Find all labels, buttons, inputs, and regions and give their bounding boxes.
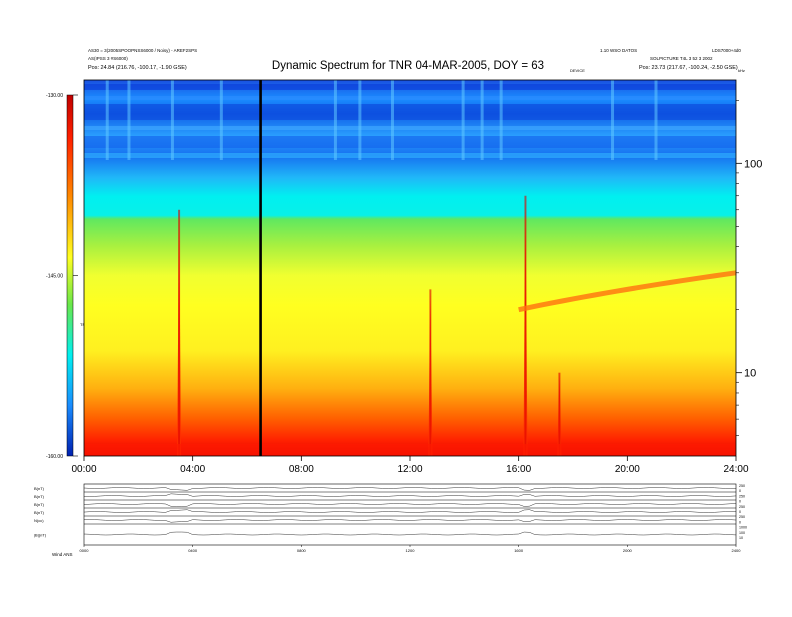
- header-right-small: kHz: [738, 68, 745, 73]
- x-tick-label: 08:00: [289, 464, 314, 475]
- subpanel-x-tick-label: 2400: [732, 548, 742, 553]
- footer-label: Wind ANS: [52, 552, 73, 557]
- x-tick-label: 04:00: [180, 464, 205, 475]
- subpanel-stack: B(nT)B(nT)B(nT)B(nT)N(cc)|B|(nT)25002500…: [34, 483, 747, 553]
- subpanel-label: B(nT): [34, 486, 45, 491]
- subpanel-x-tick-label: 0400: [188, 548, 198, 553]
- burst-core: [429, 289, 432, 456]
- subpanel-right-tick: 100: [739, 531, 745, 535]
- spectrum-stripe: [84, 104, 736, 120]
- subpanel-right-tick: 0: [739, 510, 741, 514]
- spectrum-stripe: [84, 126, 736, 130]
- burst-core: [178, 209, 181, 456]
- colorbar-tick-label: -130.00: [46, 93, 63, 99]
- spectrum-column: [358, 80, 362, 160]
- burst-core: [524, 195, 527, 456]
- chart-title: Dynamic Spectrum for TNR 04-MAR-2005, DO…: [272, 60, 544, 72]
- subpanel-label: B(nT): [34, 494, 45, 499]
- subpanel-label: |B|(nT): [34, 533, 47, 538]
- subpanel-x-tick-label: 1600: [514, 548, 524, 553]
- subpanel-label: B(nT): [34, 510, 45, 515]
- subpanel-x-tick-label: 1200: [406, 548, 416, 553]
- subpanel-right-tick: 10: [739, 536, 743, 540]
- spectrum-stripe: [84, 153, 736, 158]
- subpanel-label: B(nT): [34, 502, 45, 507]
- spectrum-column: [219, 80, 223, 160]
- spectrum-column: [105, 80, 109, 160]
- header-right-line1: 1.10 WSO DATOS: [600, 48, 637, 53]
- subpanel-x-tick-label: 0800: [297, 548, 307, 553]
- subpanel-right-tick: 0: [739, 520, 741, 524]
- spectrum-column: [654, 80, 658, 160]
- emission-band: [518, 270, 737, 313]
- spectrum-stripe: [84, 136, 736, 148]
- header-left-line2: AS(IPSS 3 #S6000): [88, 56, 128, 61]
- colorbar-tick-label: -145.00: [46, 274, 63, 280]
- spectrum-column: [611, 80, 615, 160]
- emission-band-line: [518, 270, 737, 313]
- spectrum-stripe: [84, 84, 736, 90]
- subpanel-right-tick: 250: [739, 494, 745, 498]
- spectrum-column: [499, 80, 503, 160]
- subpanel-label: N(cc): [34, 518, 44, 523]
- subpanel-right-tick: 250: [739, 505, 745, 509]
- subpanel-trace: [83, 519, 737, 523]
- subpanel-x-tick-label: 0000: [80, 548, 90, 553]
- x-tick-label: 00:00: [71, 464, 96, 475]
- x-axis: 00:00 04:00 08:00 12:00 16:00 20:00 24:00: [71, 456, 749, 475]
- x-tick-label: 24:00: [723, 464, 748, 475]
- header-right-line2: SOLPICTURE T4L 3 52 3 2002: [650, 56, 713, 61]
- subpanel-x-tick-label: 2000: [623, 548, 633, 553]
- spectrogram-bursts: [84, 195, 736, 456]
- spectrum-column: [390, 80, 394, 160]
- subpanel-right-tick: 0: [739, 489, 741, 493]
- spectrogram: [83, 79, 737, 457]
- header-center-small: DEVICE: [570, 68, 585, 73]
- spectrum-column: [461, 80, 465, 160]
- subpanel-trace: [83, 509, 737, 513]
- spectrum-stripe: [84, 96, 736, 100]
- burst-core: [558, 372, 561, 456]
- x-tick-label: 16:00: [506, 464, 531, 475]
- subpanel-trace: [83, 531, 737, 536]
- subpanel-trace: [83, 503, 737, 507]
- subpanel-right-tick: 0: [739, 500, 741, 504]
- colorbar-ticks: -130.00 -145.00 -160.00: [46, 93, 78, 460]
- header-right-line3: Pos: 23.73 (217.67, -100.24, -2.50 GSE): [639, 65, 738, 71]
- y-tick-label: 100: [744, 158, 762, 170]
- subpanel-frame: [83, 483, 737, 546]
- x-tick-label: 12:00: [397, 464, 422, 475]
- spectrum-column: [480, 80, 484, 160]
- subpanel-right-tick: 250: [739, 484, 745, 488]
- subpanel-trace: [83, 493, 737, 497]
- low-freq-fringe: [84, 444, 736, 456]
- colorbar: [66, 94, 74, 457]
- subpanel-right-tick: 250: [739, 515, 745, 519]
- spectrogram-stripes: [84, 80, 736, 160]
- y-tick-label: 10: [744, 368, 756, 380]
- colorbar-tick-label: -160.00: [46, 454, 63, 460]
- spectrum-column: [127, 80, 131, 160]
- header-left-line1: AS30 = 3(2005SPOOPNSS6000 / Noisy) - ARE…: [88, 48, 197, 53]
- y-axis-right: 100 10: [736, 99, 762, 437]
- x-tick-label: 20:00: [615, 464, 640, 475]
- header-left-line3: Pos: 24.84 (216.76, -100.17, -1.90 GSE): [88, 65, 187, 71]
- header-right-corner: LDS7000+4d0: [712, 48, 741, 53]
- subpanel-trace: [83, 487, 737, 491]
- spectrum-column: [170, 80, 174, 160]
- spectrum-column: [333, 80, 337, 160]
- subpanel-right-tick: 1000: [739, 526, 747, 530]
